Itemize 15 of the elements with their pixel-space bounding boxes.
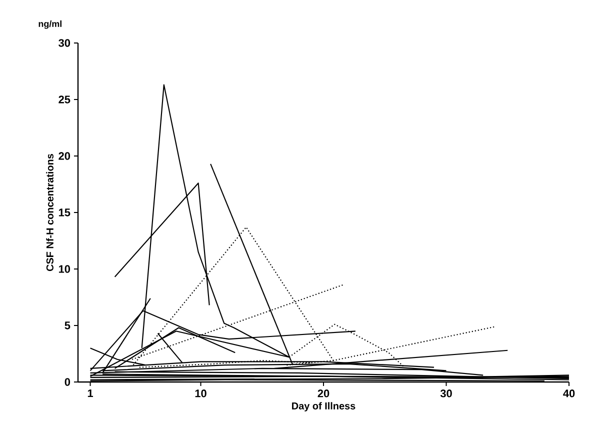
x-tick-label: 40 [563,390,575,398]
x-tick-label: 1 [88,390,94,398]
x-tick-label: 20 [318,390,330,398]
y-tick-label: 30 [58,39,70,47]
y-tick-label: 25 [58,96,70,104]
y-tick-label: 20 [58,152,70,160]
x-tick-label: 10 [195,390,206,398]
y-tick-label: 5 [64,322,70,330]
y-tick-label: 0 [64,378,70,386]
x-tick-label: 30 [440,390,452,398]
y-tick-label: 15 [58,208,70,216]
x-axis-title: Day of Illness [292,402,356,412]
y-tick-label: 10 [58,265,70,273]
y-axis-title: CSF Nf-H concentrations [46,154,54,272]
text: ng/ml [38,20,62,29]
